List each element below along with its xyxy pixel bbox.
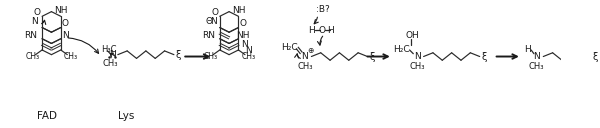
Text: H: H [327, 26, 334, 35]
Text: OH: OH [406, 31, 419, 40]
Text: ξ: ξ [176, 50, 181, 60]
Text: ⊕: ⊕ [307, 46, 314, 55]
Text: CH₃: CH₃ [297, 62, 313, 71]
Text: N: N [62, 31, 69, 40]
Text: NH: NH [54, 6, 68, 15]
Text: H₃C: H₃C [101, 45, 116, 54]
Text: CH₃: CH₃ [26, 52, 40, 61]
Text: O: O [318, 26, 325, 35]
Text: FAD: FAD [37, 111, 57, 121]
Text: N: N [301, 52, 308, 61]
Text: N: N [109, 50, 116, 59]
Text: CH₃: CH₃ [409, 62, 425, 71]
Text: N: N [210, 17, 217, 26]
Text: CH₃: CH₃ [529, 62, 544, 71]
Text: CH₃: CH₃ [203, 52, 217, 61]
Text: CH₃: CH₃ [64, 52, 78, 61]
Text: CH₃: CH₃ [242, 52, 256, 61]
Text: Lys: Lys [118, 111, 134, 121]
Text: ξ: ξ [370, 51, 375, 62]
Text: H₂C: H₂C [281, 43, 298, 52]
Text: N: N [533, 52, 540, 61]
Text: O: O [34, 8, 41, 17]
Text: RN: RN [25, 31, 37, 40]
Text: O: O [212, 8, 218, 17]
Text: O: O [239, 19, 247, 28]
Text: H: H [524, 45, 531, 54]
Text: N: N [31, 17, 38, 26]
Text: ξ: ξ [482, 51, 487, 62]
Text: CH₃: CH₃ [103, 60, 118, 68]
Text: :B?: :B? [316, 5, 329, 14]
Text: RN: RN [202, 31, 215, 40]
Text: N: N [413, 52, 421, 61]
Text: H: H [308, 26, 315, 35]
Text: NH: NH [232, 6, 245, 15]
Text: H₂C: H₂C [393, 45, 410, 54]
Text: N: N [242, 40, 248, 49]
Text: ξ: ξ [592, 51, 598, 62]
Text: O: O [62, 19, 69, 28]
Text: N: N [245, 46, 252, 55]
Text: Θ: Θ [205, 17, 212, 26]
Text: NH: NH [236, 31, 250, 40]
